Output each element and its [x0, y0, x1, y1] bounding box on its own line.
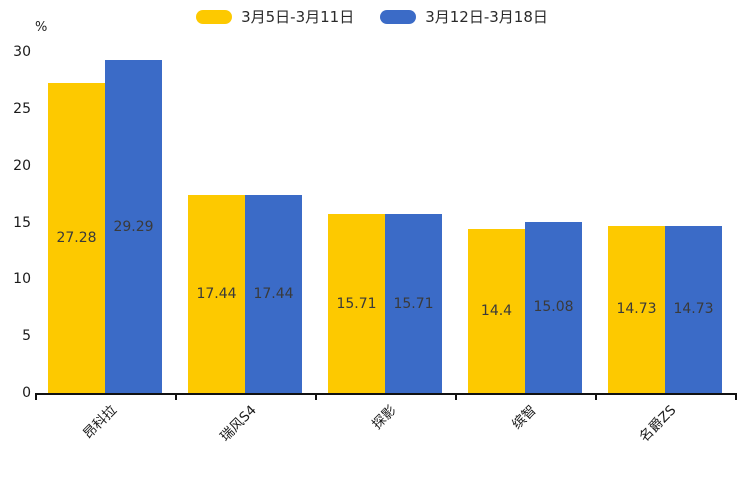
bar-value-label: 15.71 [393, 295, 434, 312]
legend-item-week1: 3月5日-3月11日 [196, 9, 354, 25]
y-tick-label-30: 30 [13, 44, 31, 60]
legend-swatch-week2-icon [380, 10, 417, 24]
bar-series1-名爵ZS: 14.73 [608, 225, 665, 393]
bar-series2-昂科拉: 29.29 [105, 60, 162, 393]
y-tick-label-5: 5 [22, 328, 31, 345]
y-tick-label-15: 15 [13, 214, 31, 231]
y-axis-unit-label: % [35, 20, 48, 35]
legend-swatch-week1-icon [196, 10, 233, 24]
bar-value-label: 15.71 [336, 295, 377, 312]
bar-value-label: 27.28 [56, 229, 97, 246]
legend-label-week2: 3月12日-3月18日 [425, 8, 548, 26]
x-axis-tick [455, 395, 457, 400]
bar-series2-探影: 15.71 [385, 214, 442, 393]
bar-series2-瑞风S4: 17.44 [245, 194, 302, 393]
x-axis-tick [35, 395, 37, 400]
x-axis-tick [315, 395, 317, 400]
bar-value-label: 14.73 [673, 301, 714, 318]
bar-value-label: 14.73 [616, 301, 657, 318]
bar-value-label: 14.4 [480, 303, 513, 320]
bar-series2-缤智: 15.08 [525, 221, 582, 393]
bar-value-label: 17.44 [253, 285, 294, 302]
legend: 3月5日-3月11日 3月12日-3月18日 [0, 9, 744, 25]
legend-item-week2: 3月12日-3月18日 [380, 9, 548, 25]
x-axis-tick [735, 395, 737, 400]
x-axis-tick [175, 395, 177, 400]
y-tick-label-25: 25 [13, 100, 31, 117]
y-tick-label-0: 0 [22, 385, 31, 401]
bar-series1-瑞风S4: 17.44 [188, 194, 245, 393]
x-axis-tick [595, 395, 597, 400]
legend-label-week1: 3月5日-3月11日 [241, 8, 355, 26]
y-tick-label-20: 20 [13, 157, 31, 174]
bar-value-label: 29.29 [113, 218, 154, 235]
y-tick-label-10: 10 [13, 271, 31, 288]
bar-value-label: 17.44 [196, 285, 237, 302]
bar-value-label: 15.08 [533, 299, 574, 316]
x-axis-line [35, 393, 737, 395]
bar-series1-探影: 15.71 [328, 214, 385, 393]
bar-series1-昂科拉: 27.28 [48, 82, 105, 393]
bar-series1-缤智: 14.4 [468, 229, 525, 393]
bar-series2-名爵ZS: 14.73 [665, 225, 722, 393]
